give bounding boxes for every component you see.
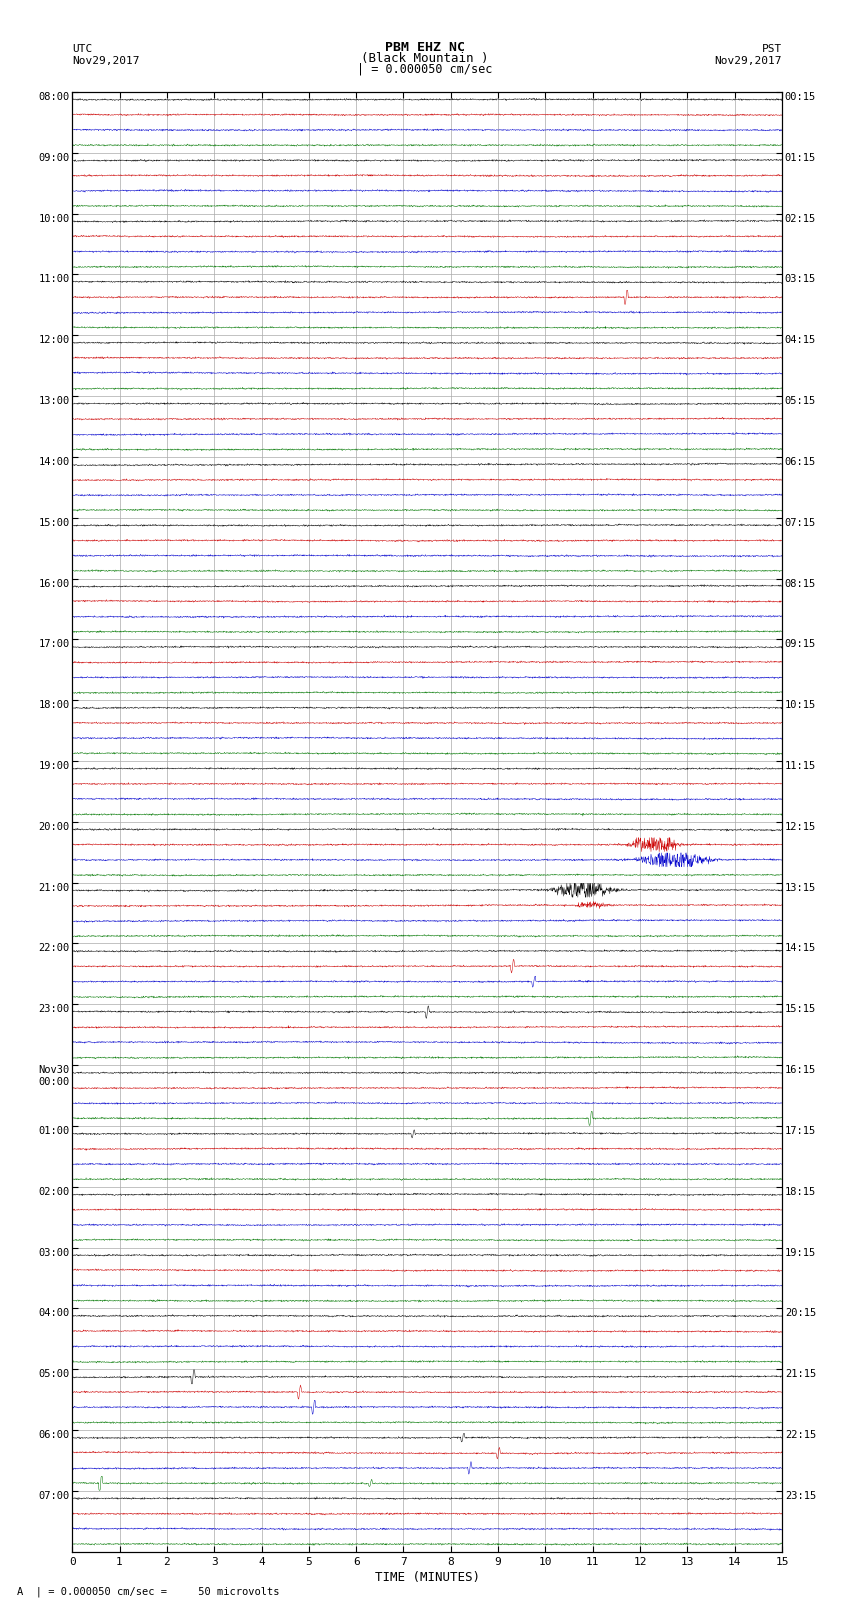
Text: (Black Mountain ): (Black Mountain ) (361, 52, 489, 65)
X-axis label: TIME (MINUTES): TIME (MINUTES) (375, 1571, 479, 1584)
Text: PST: PST (762, 44, 782, 53)
Text: | = 0.000050 cm/sec: | = 0.000050 cm/sec (357, 63, 493, 76)
Text: UTC: UTC (72, 44, 93, 53)
Text: Nov29,2017: Nov29,2017 (715, 56, 782, 66)
Text: PBM EHZ NC: PBM EHZ NC (385, 40, 465, 53)
Text: Nov29,2017: Nov29,2017 (72, 56, 139, 66)
Text: A  | = 0.000050 cm/sec =     50 microvolts: A | = 0.000050 cm/sec = 50 microvolts (17, 1586, 280, 1597)
